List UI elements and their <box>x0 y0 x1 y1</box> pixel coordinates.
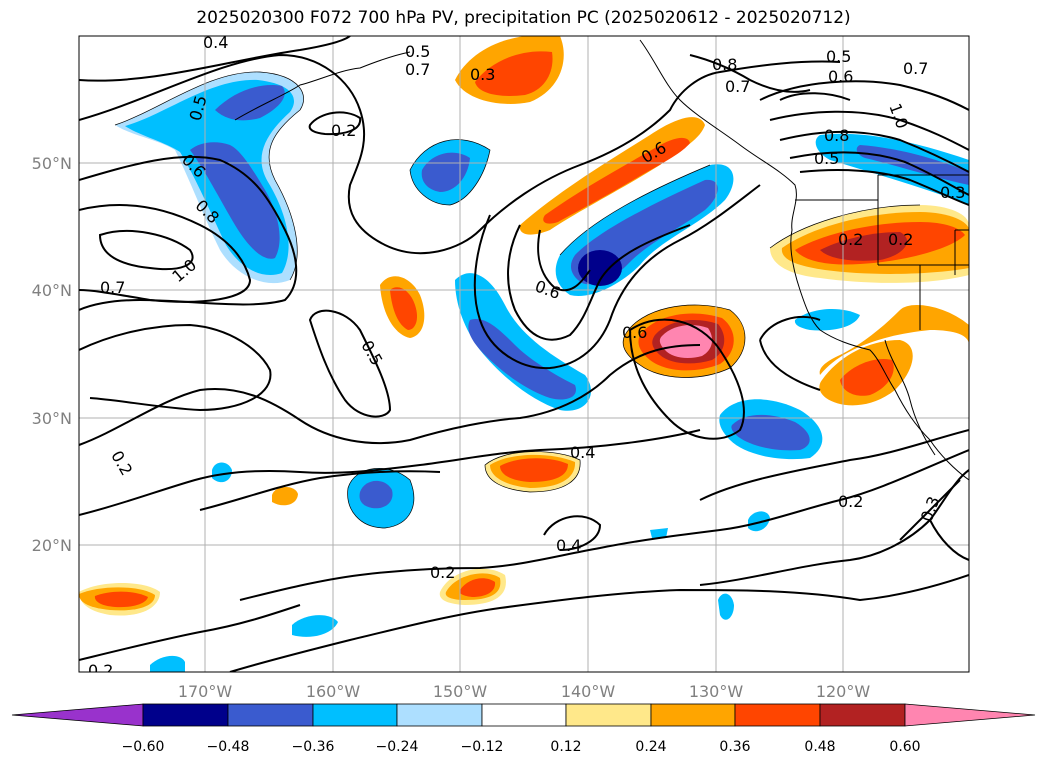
colorbar-swatch-neg-024 <box>396 703 483 727</box>
contour-label: 0.4 <box>203 33 228 52</box>
contour-label: 0.7 <box>903 59 928 78</box>
colorbar-tick: −0.48 <box>207 739 250 755</box>
longitude-labels: 170°W 160°W 150°W 140°W 130°W 120°W <box>178 682 871 701</box>
contour-label: 0.3 <box>470 65 495 84</box>
contour-label: 0.5 <box>826 47 851 66</box>
contour-label: 0.5 <box>405 42 430 61</box>
latitude-labels: 50°N 40°N 30°N 20°N <box>32 154 72 555</box>
contour-label: 0.2 <box>88 661 113 680</box>
colorbar-tick: 0.12 <box>550 739 581 755</box>
colorbar-swatch-pos-024 <box>650 703 736 727</box>
contour-label: 0.6 <box>828 67 853 86</box>
lon-label-130w: 130°W <box>689 682 744 701</box>
contour-label: 0.6 <box>622 323 647 342</box>
contour-label: 0.7 <box>405 60 430 79</box>
contour-label: 0.4 <box>556 536 581 555</box>
map-frame <box>78 35 970 673</box>
map-title: 2025020300 F072 700 hPa PV, precipitatio… <box>196 8 851 28</box>
colorbar-swatch-neg-060 <box>142 703 229 727</box>
pv-contours <box>79 36 969 672</box>
colorbar-lower-extension <box>11 703 144 727</box>
colorbar-ticks: −0.60 −0.48 −0.36 −0.24 −0.12 0.12 0.24 … <box>122 739 921 755</box>
lon-label-160w: 160°W <box>306 682 361 701</box>
contour-label: 0.8 <box>824 126 849 145</box>
contour-label: 0.5 <box>814 149 839 168</box>
colorbar-swatch-neg-036 <box>312 703 398 727</box>
colorbar-swatch-neutral <box>481 703 567 727</box>
graticule <box>79 36 969 672</box>
lon-label-150w: 150°W <box>433 682 488 701</box>
colorbar-tick: −0.24 <box>376 739 419 755</box>
colorbar-swatch-neg-048 <box>227 703 314 727</box>
lon-label-140w: 140°W <box>561 682 616 701</box>
contour-label: 0.2 <box>838 492 863 511</box>
colorbar-tick: 0.48 <box>804 739 835 755</box>
contour-label: 0.2 <box>331 121 356 140</box>
colorbar-swatch-pos-048 <box>819 703 906 727</box>
lat-label-50n: 50°N <box>32 154 72 173</box>
colorbar-tick: −0.36 <box>292 739 335 755</box>
colorbar-swatch-pos-036 <box>734 703 821 727</box>
lat-label-40n: 40°N <box>32 281 72 300</box>
contour-label: 0.8 <box>712 55 737 74</box>
contour-label: 0.7 <box>100 278 125 297</box>
contour-label: 0.3 <box>940 183 965 202</box>
colorbar-tick: −0.12 <box>461 739 504 755</box>
colorbar-tick: 0.36 <box>719 739 750 755</box>
colorbar-tick: 0.24 <box>635 739 666 755</box>
contour-label: 0.2 <box>430 563 455 582</box>
contour-label: 0.4 <box>570 443 595 462</box>
colorbar-swatch-pos-012 <box>565 703 652 727</box>
contour-label: 0.2 <box>838 230 863 249</box>
lat-label-20n: 20°N <box>32 536 72 555</box>
colorbar-upper-extension <box>904 703 1036 727</box>
colorbar-tick: −0.60 <box>122 739 165 755</box>
lon-label-120w: 120°W <box>816 682 871 701</box>
colorbar-tick: 0.60 <box>889 739 920 755</box>
colorbar <box>11 703 1036 727</box>
lat-label-30n: 30°N <box>32 409 72 428</box>
contour-label: 0.7 <box>725 77 750 96</box>
contour-label: 0.2 <box>888 230 913 249</box>
coastlines <box>234 39 969 481</box>
precip-shading <box>79 36 969 672</box>
lon-label-170w: 170°W <box>178 682 233 701</box>
